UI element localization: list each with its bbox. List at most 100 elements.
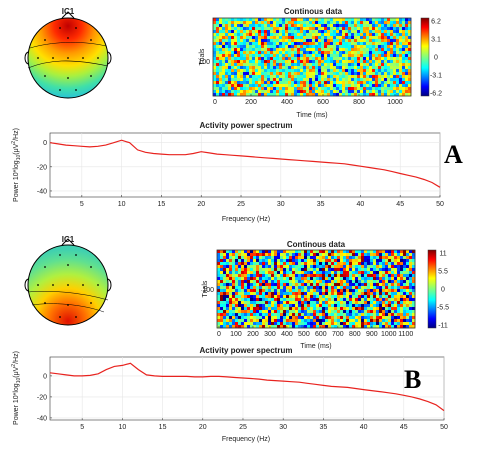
panel-b: IC1 Continous data Trials 100 0 100 200 300…: [11, 235, 449, 443]
heatmap-cell: [369, 48, 373, 52]
heatmap-cell: [223, 253, 227, 257]
heatmap-cell: [297, 36, 301, 40]
heatmap-cell: [354, 45, 358, 49]
heatmap-cell: [246, 60, 250, 64]
heatmap-cell: [234, 39, 238, 43]
heatmap-cell: [238, 289, 242, 293]
heatmap-cell: [369, 81, 373, 85]
heatmap-cell: [295, 295, 299, 299]
heatmap-cell: [291, 24, 295, 28]
heatmap-cell: [361, 265, 365, 269]
heatmap-cell: [280, 319, 284, 323]
heatmap-cell: [321, 78, 325, 82]
heatmap-cell: [313, 304, 317, 308]
heatmap-cell: [340, 268, 344, 272]
heatmap-cell: [304, 274, 308, 278]
heatmap-cell: [396, 42, 400, 46]
heatmap-cell: [222, 84, 226, 88]
heatmap-cell: [244, 313, 248, 317]
heatmap-cell: [358, 265, 362, 269]
heatmap-cell: [255, 57, 259, 61]
heatmap-cell: [238, 298, 242, 302]
heatmap-cell: [405, 75, 409, 79]
heatmap-cell: [300, 51, 304, 55]
heatmap-cell: [405, 48, 409, 52]
heatmap-cell: [216, 60, 220, 64]
heatmap-cell: [408, 87, 412, 91]
heatmap-cell: [259, 277, 263, 281]
heatmap-cell: [268, 307, 272, 311]
heatmap-cell: [235, 253, 239, 257]
topo-map-head: [24, 238, 112, 326]
heatmap-cell: [396, 81, 400, 85]
heatmap-cell: [277, 289, 281, 293]
heatmap-cell: [351, 90, 355, 94]
heatmap-cell: [384, 93, 388, 97]
heatmap-cell: [306, 45, 310, 49]
heatmap-cell: [358, 286, 362, 290]
heatmap-cell: [373, 307, 377, 311]
heatmap-cell: [375, 66, 379, 70]
heatmap-cell: [274, 313, 278, 317]
heatmap-cell: [255, 30, 259, 34]
heatmap-cell: [334, 298, 338, 302]
heatmap-cell: [244, 325, 248, 329]
heatmap-cell: [351, 75, 355, 79]
heatmap-cell: [249, 87, 253, 91]
heatmap-cell: [291, 48, 295, 52]
heatmap-cell: [393, 45, 397, 49]
heatmap-cell: [250, 256, 254, 260]
heatmap-cell: [268, 322, 272, 326]
heatmap-cell: [277, 250, 281, 254]
heatmap-cell: [261, 36, 265, 40]
heatmap-cell: [384, 39, 388, 43]
heatmap-cell: [250, 280, 254, 284]
heatmap-cell: [379, 295, 383, 299]
heatmap-cell: [306, 57, 310, 61]
heatmap-cell: [370, 271, 374, 275]
heatmap-cell: [409, 301, 413, 305]
heatmap-cell: [274, 295, 278, 299]
heatmap-cell: [321, 45, 325, 49]
heatmap-cell: [331, 271, 335, 275]
heatmap-cell: [235, 310, 239, 314]
heatmap-cell: [238, 307, 242, 311]
heatmap-cell: [285, 78, 289, 82]
heatmap-cell: [285, 81, 289, 85]
heatmap-cell: [222, 42, 226, 46]
heatmap-cell: [385, 295, 389, 299]
heatmap-cell: [367, 319, 371, 323]
heatmap-cell: [267, 27, 271, 31]
heatmap-cell: [367, 286, 371, 290]
heatmap-cell: [306, 21, 310, 25]
heatmap-cell: [298, 298, 302, 302]
heatmap-cell: [324, 72, 328, 76]
heatmap-cell: [319, 301, 323, 305]
heatmap-cell: [219, 48, 223, 52]
heatmap-cell: [289, 286, 293, 290]
heatmap-cell: [325, 268, 329, 272]
heatmap-cell: [315, 84, 319, 88]
heatmap-cell: [345, 57, 349, 61]
heatmap-cell: [327, 81, 331, 85]
heatmap-cell: [249, 57, 253, 61]
heatmap-cell: [382, 319, 386, 323]
heatmap-cell: [291, 90, 295, 94]
heatmap-cell: [315, 21, 319, 25]
heatmap-cell: [397, 256, 401, 260]
heatmap-cell: [222, 30, 226, 34]
heatmap-cell: [357, 30, 361, 34]
heatmap-cell: [303, 48, 307, 52]
heatmap-cell: [400, 265, 404, 269]
heatmap-cell: [336, 42, 340, 46]
heatmap-cell: [319, 313, 323, 317]
heatmap-cell: [271, 304, 275, 308]
heatmap-cell: [217, 259, 221, 263]
heatmap-cell: [322, 286, 326, 290]
heatmap-cell: [331, 277, 335, 281]
heatmap-cell: [238, 256, 242, 260]
heatmap-cell: [399, 48, 403, 52]
heatmap-cell: [325, 277, 329, 281]
heatmap-cell: [288, 36, 292, 40]
heatmap-cell: [346, 316, 350, 320]
